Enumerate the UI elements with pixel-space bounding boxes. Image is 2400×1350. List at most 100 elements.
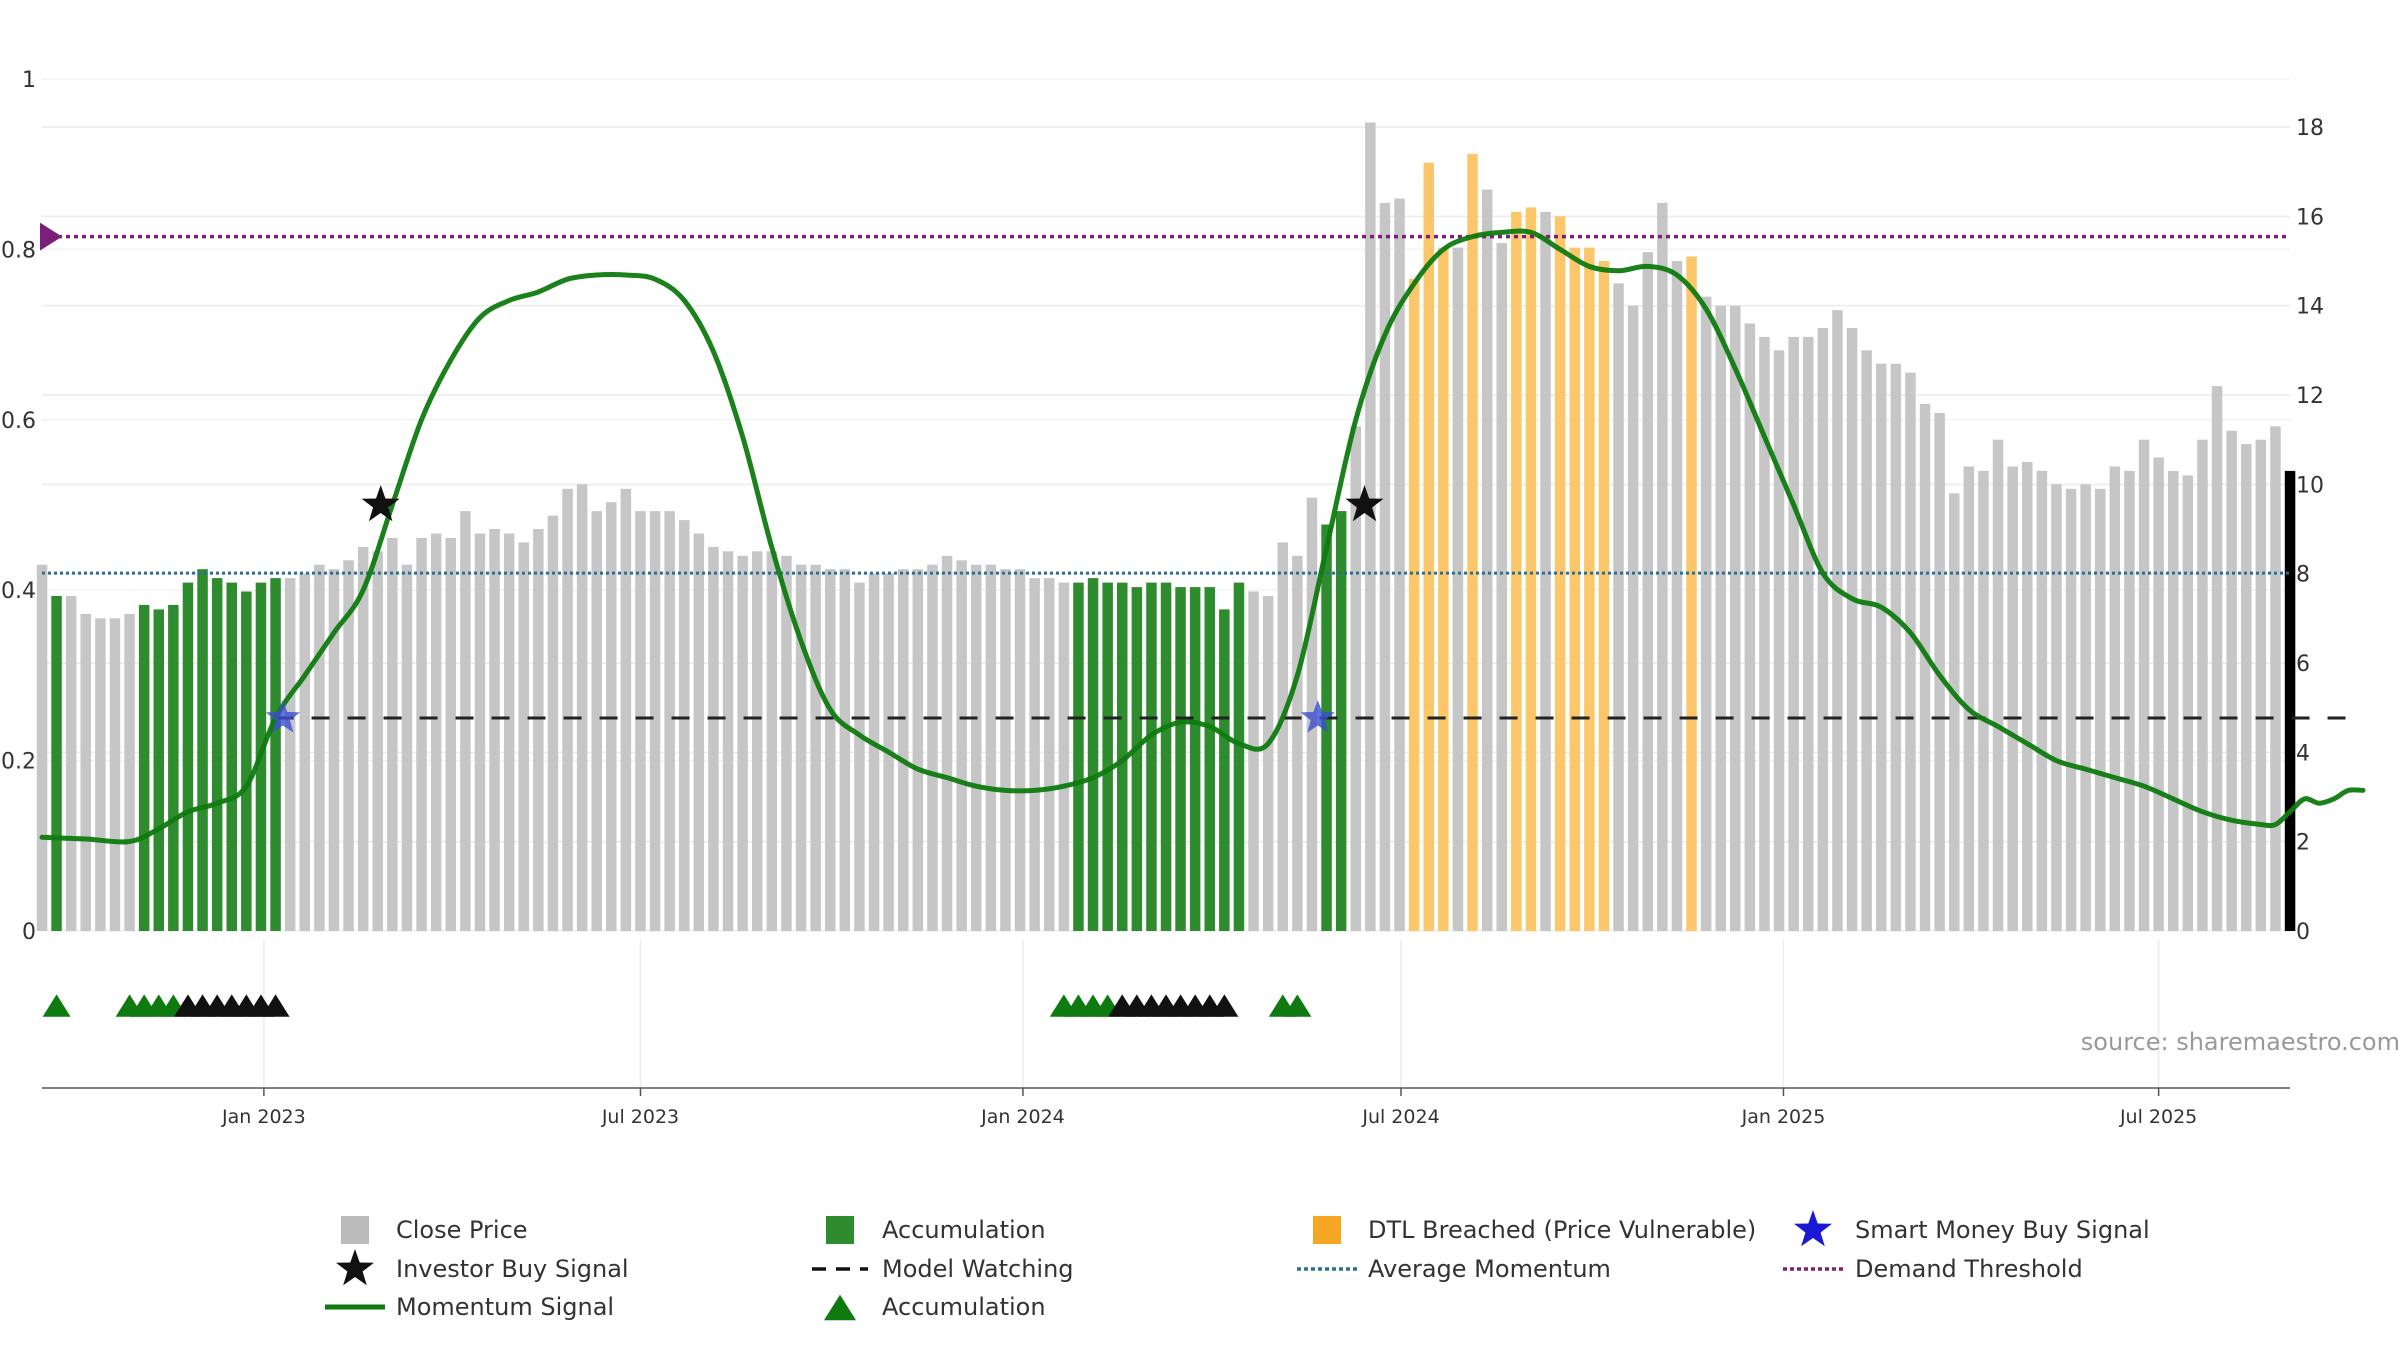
left-tick-label: 0.8 xyxy=(1,238,36,263)
price-bar-grey xyxy=(387,537,398,931)
price-bar-accum xyxy=(1102,582,1113,931)
price-bar-accum xyxy=(1204,587,1215,931)
price-bar-accum xyxy=(168,604,179,931)
price-bar-grey xyxy=(2095,488,2106,931)
price-bar-grey xyxy=(1861,350,1872,931)
price-bar-grey xyxy=(1992,439,2004,931)
price-bar-grey xyxy=(810,564,821,931)
price-bar-accum xyxy=(51,596,62,931)
price-bar-grey xyxy=(941,555,953,931)
price-bar-grey xyxy=(430,533,442,931)
price-bar-grey xyxy=(562,488,573,931)
legend-label: Smart Money Buy Signal xyxy=(1855,1216,2150,1244)
price-bar-grey xyxy=(124,613,135,931)
price-bar-grey xyxy=(2022,462,2033,931)
demand-threshold-marker xyxy=(40,222,62,251)
price-bar-grey xyxy=(372,551,383,931)
price-bar-accum xyxy=(1087,578,1099,931)
price-bar-dtl xyxy=(1467,153,1478,932)
x-tick-label: Jan 2023 xyxy=(221,1106,306,1128)
price-bar-accum xyxy=(226,582,237,931)
price-bar-accum xyxy=(241,591,252,931)
price-bar-grey xyxy=(489,529,500,931)
price-bar-accum xyxy=(1146,582,1157,931)
legend-swatch-square xyxy=(341,1216,369,1244)
price-bar-grey xyxy=(1730,305,1741,931)
price-bar-grey xyxy=(2007,466,2018,931)
smart-money-buy-star xyxy=(265,700,300,733)
price-bar-grey xyxy=(1803,336,1814,931)
investor-buy-star xyxy=(361,485,400,522)
price-bar-grey xyxy=(1613,283,1624,931)
price-bar-grey xyxy=(2241,444,2252,931)
legend-item: Smart Money Buy Signal xyxy=(1794,1210,2150,1247)
price-bar-grey xyxy=(357,546,369,931)
price-bar-accum xyxy=(1073,582,1084,931)
price-bar-dtl xyxy=(1525,207,1537,931)
price-bar-grey xyxy=(752,551,763,931)
price-bar-grey xyxy=(1014,569,1026,931)
left-tick-label: 0.4 xyxy=(1,579,36,604)
price-bar-grey xyxy=(781,555,792,931)
legend-label: Average Momentum xyxy=(1368,1255,1611,1283)
price-bar-grey xyxy=(1452,247,1464,932)
price-bar-grey xyxy=(2168,470,2179,931)
price-bar-dtl xyxy=(1686,256,1697,931)
legend-label: Accumulation xyxy=(882,1293,1046,1321)
price-bar-grey xyxy=(635,511,646,931)
price-bar-accum xyxy=(1189,587,1201,931)
legend-item: DTL Breached (Price Vulnerable) xyxy=(1313,1216,1756,1244)
price-bar-grey xyxy=(825,569,836,931)
price-bar-grey xyxy=(2270,426,2281,931)
price-bar-dtl xyxy=(1598,261,1610,931)
price-bar-grey xyxy=(1657,202,1668,931)
price-bar-grey xyxy=(518,542,529,931)
x-tick-label: Jul 2025 xyxy=(2119,1106,2197,1128)
price-bar-accum xyxy=(1175,587,1186,931)
right-tick-label: 8 xyxy=(2296,563,2310,588)
price-bar-grey xyxy=(1379,202,1391,931)
price-bar-dtl xyxy=(1569,247,1580,932)
right-tick-label: 18 xyxy=(2296,116,2324,141)
price-bar-grey xyxy=(1044,578,1055,931)
accumulation-triangle xyxy=(42,994,71,1017)
price-bar-grey xyxy=(985,564,997,931)
price-bar-grey xyxy=(1540,211,1551,931)
right-tick-label: 14 xyxy=(2296,295,2324,320)
axes: Jan 2023 Jul 2023 Jan 2024 Jul 2024 Jan 2025… xyxy=(1,68,2324,1128)
price-bar-grey xyxy=(2226,430,2237,931)
price-bar-grey xyxy=(503,533,515,931)
price-bar-grey xyxy=(1262,596,1274,931)
price-bar-grey xyxy=(1817,328,1829,931)
price-bar-grey xyxy=(1744,323,1756,931)
legend-item: Demand Threshold xyxy=(1783,1255,2083,1283)
price-bar-grey xyxy=(445,537,456,931)
price-bar-grey xyxy=(1978,470,1989,931)
price-bar-grey xyxy=(1365,122,1376,931)
price-bar-grey xyxy=(460,511,471,931)
right-tick-label: 12 xyxy=(2296,384,2324,409)
price-bar-grey xyxy=(343,560,354,931)
momentum-signal-line xyxy=(39,228,2366,845)
price-bar-grey xyxy=(1000,569,1011,931)
price-bar-grey xyxy=(1058,582,1070,931)
legend-swatch-star xyxy=(1794,1210,1832,1247)
price-bar-grey xyxy=(2197,439,2208,931)
right-tick-label: 16 xyxy=(2296,205,2324,230)
left-tick-label: 0.6 xyxy=(1,409,36,434)
price-bar-grey xyxy=(109,618,121,931)
price-bar-grey xyxy=(854,582,865,931)
price-bar-undefined xyxy=(2284,470,2296,931)
price-bar-grey xyxy=(1292,555,1303,931)
investor-buy-star xyxy=(1345,485,1384,522)
legend-swatch-star xyxy=(336,1249,374,1286)
right-tick-label: 10 xyxy=(2296,473,2324,498)
price-bar-grey xyxy=(80,613,91,931)
price-bar-grey xyxy=(2138,439,2150,931)
price-bar-grey xyxy=(401,564,413,931)
price-bar-accum xyxy=(1131,587,1143,931)
price-bar-grey xyxy=(1876,363,1887,931)
price-bar-grey xyxy=(2036,470,2048,931)
price-bar-dtl xyxy=(1438,247,1449,932)
price-bar-grey xyxy=(299,573,310,931)
